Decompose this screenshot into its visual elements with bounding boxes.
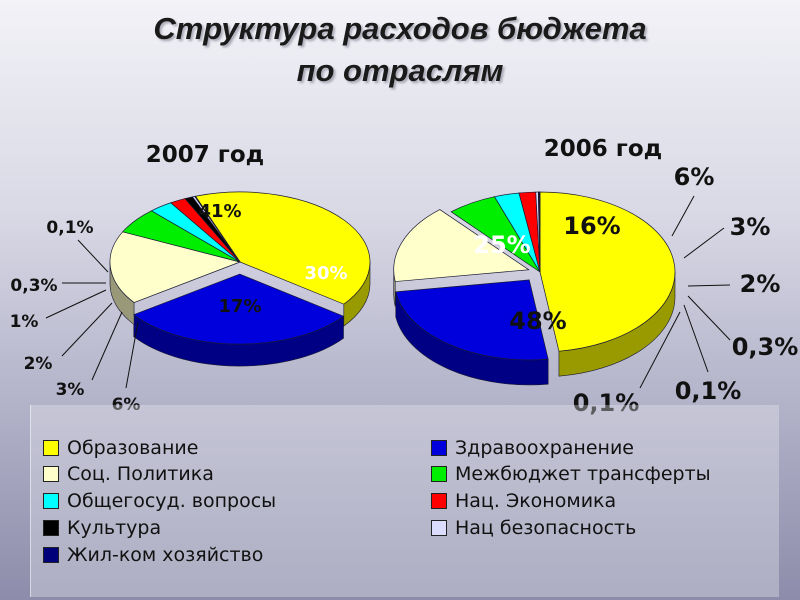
legend-item-zhil-kom-hozyaystvo: Жил-ком хозяйство [43, 544, 263, 566]
legend-swatch [43, 547, 59, 563]
legend-label: Межбюджет трансферты [455, 463, 711, 485]
data-label-zhil-kom-hozyaystvo: 0,1% [46, 218, 93, 238]
legend-label: Соц. Политика [67, 463, 214, 485]
data-label-nac-bezopasnost: 0,3% [732, 333, 799, 361]
legend-item-mezhbyudzhet-transferty: Межбюджет трансферты [431, 463, 711, 485]
title-line-1: Структура расходов бюджета [153, 11, 647, 46]
legend-swatch [431, 493, 447, 509]
data-label-nac-ekonomika: 2% [24, 354, 53, 374]
title-line-2: по отраслям [296, 53, 504, 88]
data-label-soc-politika: 17% [218, 296, 261, 317]
data-label-zhil-kom-hozyaystvo: 0,1% [573, 389, 640, 417]
leader-line-nac-ekonomika [687, 284, 731, 287]
data-label-obrazovanie: 41% [198, 201, 241, 222]
chart-1-title: 2007 год [146, 142, 264, 168]
data-label-nac-bezopasnost: 0,3% [10, 276, 57, 296]
legend-swatch [431, 466, 447, 482]
leader-line-mezhbyudzhet-transferty [125, 321, 139, 389]
legend-item-nac-ekonomika: Нац. Экономика [431, 490, 616, 512]
legend-label: Здравоохранение [455, 437, 634, 459]
data-label-kultura: 0,1% [675, 377, 742, 405]
legend-label: Общегосуд. вопросы [67, 490, 277, 512]
data-label-obschegosud-voprosy: 3% [56, 380, 85, 400]
slice-obrazovanie [539, 191, 676, 352]
legend-swatch [43, 520, 59, 536]
data-label-mezhbyudzhet-transferty: 6% [112, 395, 141, 415]
legend-label: Культура [67, 517, 162, 539]
legend-item-zdravoohranenie: Здравоохранение [431, 437, 634, 459]
leader-line-kultura [45, 289, 107, 319]
data-label-obschegosud-voprosy: 3% [730, 213, 771, 241]
leader-line-zhil-kom-hozyaystvo [77, 239, 109, 273]
data-label-zdravoohranenie: 30% [304, 263, 347, 284]
legend: Образование Здравоохранение Соц. Политика М… [30, 405, 779, 597]
legend-item-obrazovanie: Образование [43, 437, 198, 459]
leader-line-nac-bezopasnost [687, 295, 731, 341]
legend-label: Нац безопасность [455, 517, 637, 539]
data-label-obrazovanie: 48% [509, 307, 566, 335]
chart-title: Структура расходов бюджета по отраслям [0, 8, 800, 92]
data-label-kultura: 1% [10, 312, 39, 332]
slice-soc-politika [109, 231, 242, 303]
pie-chart-1: 2007 год 41% 30% 17% 6% 3%2% 1% 0,3% 0,1% [10, 142, 371, 415]
legend-swatch [43, 493, 59, 509]
leader-line-zhil-kom-hozyaystvo [639, 311, 681, 389]
legend-item-kultura: Культура [43, 517, 161, 539]
slice-obrazovanie [194, 191, 371, 305]
leader-line-mezhbyudzhet-transferty [671, 195, 695, 237]
legend-swatch [43, 440, 59, 456]
legend-swatch [431, 520, 447, 536]
legend-label: Нац. Экономика [455, 490, 617, 512]
slice-zhil-kom-hozyaystvo [194, 195, 241, 263]
leader-line-obschegosud-voprosy [683, 227, 725, 259]
leader-line-obschegosud-voprosy [91, 311, 123, 381]
chart-2-title: 2006 год [544, 136, 662, 162]
legend-label: Образование [67, 437, 199, 459]
legend-item-obschegosud-voprosy: Общегосуд. вопросы [43, 490, 276, 512]
slice-zdravoohranenie [395, 279, 549, 361]
data-label-mezhbyudzhet-transferty: 6% [674, 163, 715, 191]
slice-soc-politika [393, 209, 530, 282]
data-label-soc-politika: 16% [563, 212, 620, 240]
data-label-zdravoohranenie: 25% [473, 231, 530, 259]
legend-item-soc-politika: Соц. Политика [43, 463, 214, 485]
pie-chart-2: 2006 год 48% 25% 16% 6% 3% 2% 0,3% 0,1% 0,1% [393, 136, 799, 417]
legend-item-nac-bezopasnost: Нац безопасность [431, 517, 636, 539]
data-label-nac-ekonomika: 2% [740, 270, 781, 298]
slice-zdravoohranenie [133, 273, 345, 345]
slice-zhil-kom-hozyaystvo [538, 191, 541, 273]
legend-label: Жил-ком хозяйство [67, 544, 264, 566]
leader-line-kultura [683, 304, 709, 373]
legend-swatch [43, 466, 59, 482]
legend-swatch [431, 440, 447, 456]
leader-line-nac-ekonomika [61, 302, 113, 357]
